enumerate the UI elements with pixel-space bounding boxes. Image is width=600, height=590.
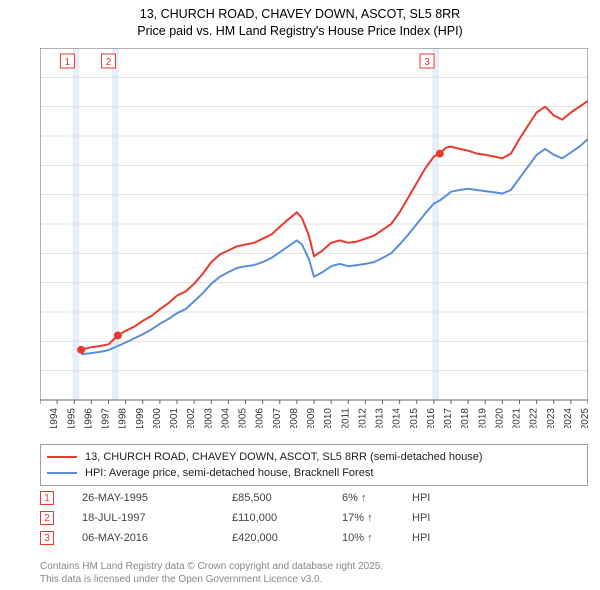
svg-text:2018: 2018	[460, 408, 471, 428]
event-price: £85,500	[232, 492, 342, 504]
svg-text:2: 2	[106, 57, 112, 68]
event-price: £110,000	[232, 512, 342, 524]
svg-text:2015: 2015	[409, 408, 420, 428]
svg-text:2002: 2002	[186, 408, 197, 428]
legend-label: HPI: Average price, semi-detached house,…	[85, 467, 373, 479]
svg-text:1993: 1993	[40, 408, 43, 428]
svg-text:1998: 1998	[118, 408, 129, 428]
svg-text:2022: 2022	[529, 408, 540, 428]
legend-label: 13, CHURCH ROAD, CHAVEY DOWN, ASCOT, SL5…	[85, 451, 483, 463]
svg-text:2008: 2008	[289, 408, 300, 428]
chart-svg: £0£50K£100K£150K£200K£250K£300K£350K£400…	[40, 48, 588, 428]
svg-text:1994: 1994	[49, 408, 60, 428]
svg-text:1995: 1995	[66, 408, 77, 428]
chart: £0£50K£100K£150K£200K£250K£300K£350K£400…	[40, 48, 588, 428]
svg-text:2020: 2020	[494, 408, 505, 428]
svg-text:2023: 2023	[546, 408, 557, 428]
title-line2: Price paid vs. HM Land Registry's House …	[0, 23, 600, 40]
svg-text:2025: 2025	[580, 408, 588, 428]
title-block: 13, CHURCH ROAD, CHAVEY DOWN, ASCOT, SL5…	[0, 0, 600, 40]
svg-text:2024: 2024	[563, 408, 574, 428]
svg-text:2003: 2003	[203, 408, 214, 428]
svg-text:1999: 1999	[135, 408, 146, 428]
svg-text:2014: 2014	[392, 408, 403, 428]
event-date: 18-JUL-1997	[82, 512, 232, 524]
footer-line2: This data is licensed under the Open Gov…	[40, 574, 588, 587]
svg-text:2017: 2017	[443, 408, 454, 428]
svg-text:1996: 1996	[83, 408, 94, 428]
event-marker: 1	[40, 491, 54, 505]
event-pct: 10% ↑	[342, 532, 412, 544]
event-suffix: HPI	[412, 532, 430, 544]
svg-text:2016: 2016	[426, 408, 437, 428]
svg-text:2009: 2009	[306, 408, 317, 428]
event-pct: 17% ↑	[342, 512, 412, 524]
svg-text:3: 3	[424, 57, 430, 68]
legend-row: 13, CHURCH ROAD, CHAVEY DOWN, ASCOT, SL5…	[47, 449, 581, 465]
title-line1: 13, CHURCH ROAD, CHAVEY DOWN, ASCOT, SL5…	[0, 6, 600, 23]
svg-text:2004: 2004	[220, 408, 231, 428]
event-date: 06-MAY-2016	[82, 532, 232, 544]
footer: Contains HM Land Registry data © Crown c…	[40, 561, 588, 586]
chart-container: 13, CHURCH ROAD, CHAVEY DOWN, ASCOT, SL5…	[0, 0, 600, 590]
event-marker: 3	[40, 531, 54, 545]
event-row: 3 06-MAY-2016£420,00010% ↑HPI	[40, 528, 588, 548]
svg-text:2012: 2012	[357, 408, 368, 428]
event-row: 2 18-JUL-1997£110,00017% ↑HPI	[40, 508, 588, 528]
legend-swatch	[47, 472, 77, 474]
event-date: 26-MAY-1995	[82, 492, 232, 504]
legend-swatch	[47, 456, 77, 458]
svg-text:2007: 2007	[272, 408, 283, 428]
legend-row: HPI: Average price, semi-detached house,…	[47, 465, 581, 481]
svg-text:2001: 2001	[169, 408, 180, 428]
event-suffix: HPI	[412, 512, 430, 524]
svg-text:2013: 2013	[375, 408, 386, 428]
event-row: 1 26-MAY-1995£85,5006% ↑HPI	[40, 488, 588, 508]
legend: 13, CHURCH ROAD, CHAVEY DOWN, ASCOT, SL5…	[40, 444, 588, 486]
svg-text:2000: 2000	[152, 408, 163, 428]
svg-text:2005: 2005	[238, 408, 249, 428]
svg-text:2006: 2006	[255, 408, 266, 428]
svg-text:2011: 2011	[340, 408, 351, 428]
svg-text:2010: 2010	[323, 408, 334, 428]
svg-text:2021: 2021	[512, 408, 523, 428]
event-price: £420,000	[232, 532, 342, 544]
event-suffix: HPI	[412, 492, 430, 504]
footer-line1: Contains HM Land Registry data © Crown c…	[40, 561, 588, 574]
event-pct: 6% ↑	[342, 492, 412, 504]
event-marker: 2	[40, 511, 54, 525]
events-table: 126-MAY-1995£85,5006% ↑HPI218-JUL-1997£1…	[40, 488, 588, 548]
svg-text:1: 1	[65, 57, 71, 68]
svg-text:2019: 2019	[477, 408, 488, 428]
svg-text:1997: 1997	[101, 408, 112, 428]
